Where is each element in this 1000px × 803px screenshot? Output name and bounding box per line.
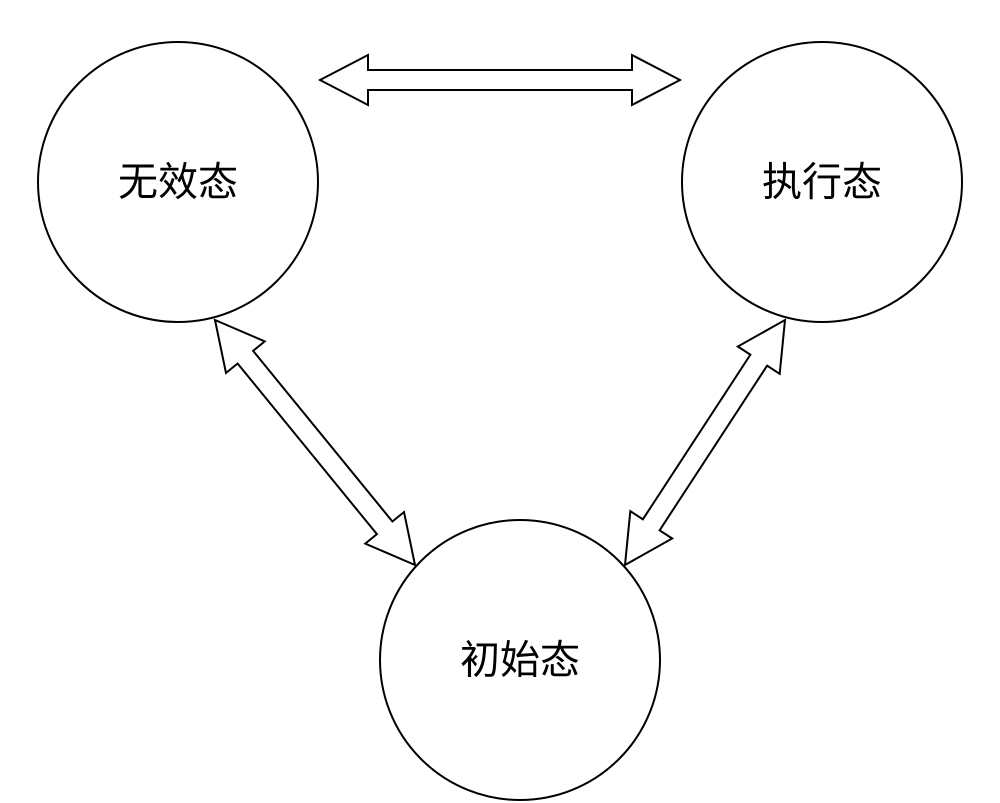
edge-initial-invalid — [215, 320, 415, 565]
node-initial: 初始态 — [380, 520, 660, 800]
node-invalid-label: 无效态 — [118, 160, 238, 205]
edge-initial-execute — [625, 320, 785, 565]
edge-invalid-execute — [320, 55, 680, 105]
node-initial-label: 初始态 — [460, 638, 580, 683]
node-execute-label: 执行态 — [762, 160, 882, 205]
state-diagram: 无效态 执行态初始态 — [0, 0, 1000, 803]
node-invalid: 无效态 — [38, 42, 318, 322]
node-execute: 执行态 — [682, 42, 962, 322]
